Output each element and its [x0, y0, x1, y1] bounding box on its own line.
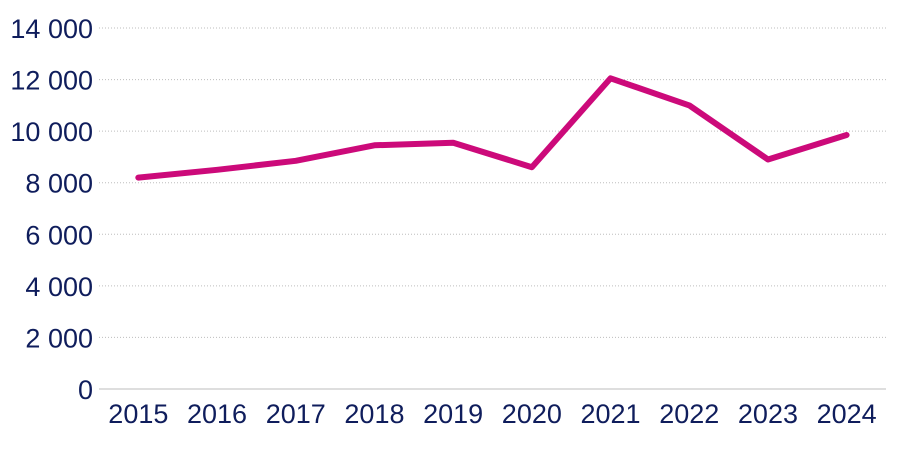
grid [99, 27, 886, 390]
y-tick-label: 2 000 [25, 323, 93, 353]
y-tick-label: 4 000 [25, 272, 93, 302]
x-tick-label: 2018 [344, 399, 404, 429]
x-tick-label: 2021 [581, 399, 641, 429]
x-tick-label: 2024 [817, 399, 877, 429]
y-tick-label: 14 000 [10, 14, 93, 44]
y-tick-label: 0 [78, 375, 93, 405]
series-group [135, 75, 850, 181]
y-tick-label: 6 000 [25, 220, 93, 250]
y-tick-label: 8 000 [25, 169, 93, 199]
x-tick-label: 2016 [187, 399, 247, 429]
x-tick-label: 2015 [108, 399, 168, 429]
y-tick-label: 12 000 [10, 66, 93, 96]
y-tick-label: 10 000 [10, 117, 93, 147]
x-tick-label: 2023 [738, 399, 798, 429]
y-axis-ticks: 0 2 000 4 000 6 000 8 000 10 000 12 000 14 000 [10, 14, 93, 405]
x-tick-label: 2017 [266, 399, 326, 429]
series-line [135, 75, 850, 181]
x-axis-ticks: 2015 2016 2017 2018 2019 2020 2021 2022 2023 2024 [108, 399, 876, 429]
x-tick-label: 2019 [423, 399, 483, 429]
x-tick-label: 2022 [659, 399, 719, 429]
x-tick-label: 2020 [502, 399, 562, 429]
